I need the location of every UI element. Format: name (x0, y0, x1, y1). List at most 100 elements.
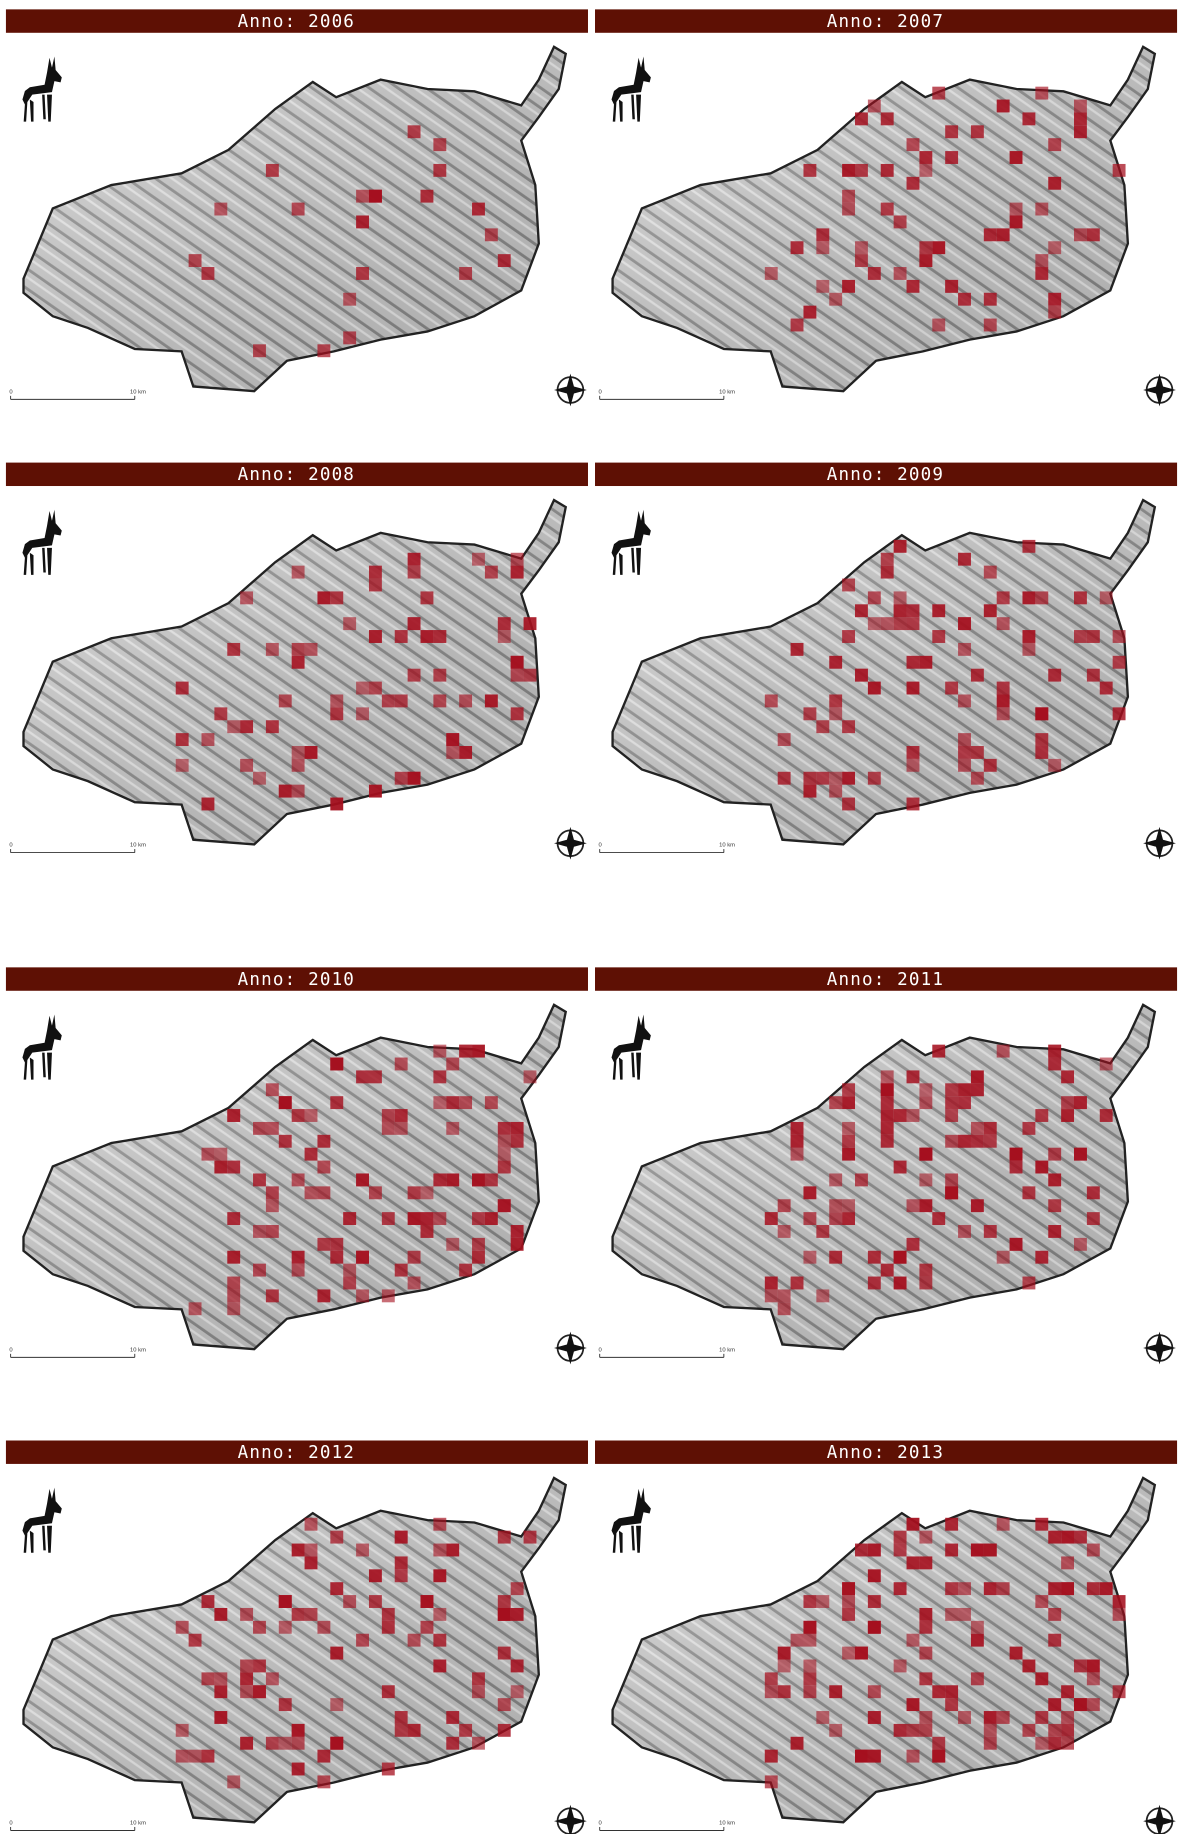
presence-cell (394, 1263, 408, 1277)
deer-icon (22, 1014, 62, 1080)
presence-cell (343, 1276, 357, 1290)
presence-cell (1035, 1711, 1049, 1724)
presence-cell (394, 1711, 408, 1724)
presence-cell (214, 1607, 228, 1621)
title-bar (5, 1440, 588, 1464)
presence-cell (1022, 1723, 1036, 1737)
presence-cell (829, 1723, 843, 1737)
presence-cell (227, 720, 241, 734)
presence-cell (790, 1276, 804, 1290)
panel-title: Anno: 2011 (827, 970, 944, 990)
presence-cell (893, 1659, 907, 1673)
presence-cell (253, 1173, 266, 1187)
presence-cell (777, 1225, 791, 1238)
presence-cell (1048, 1607, 1062, 1621)
presence-cell (497, 1530, 511, 1544)
map-panel: Anno: 2007 0 10 km (595, 9, 1178, 407)
presence-cell (227, 1109, 241, 1122)
presence-cell (816, 1595, 830, 1608)
presence-cell (368, 189, 382, 203)
presence-cell (1048, 1698, 1062, 1712)
presence-cell (1086, 1212, 1100, 1226)
presence-cell (472, 1212, 485, 1226)
presence-cell (510, 565, 524, 579)
presence-cell (459, 1096, 473, 1110)
presence-cell (958, 642, 971, 656)
presence-cell (278, 1134, 292, 1148)
title-bar (5, 9, 588, 33)
presence-cell (945, 1134, 959, 1148)
presence-cell (497, 1147, 511, 1161)
presence-cell (356, 681, 369, 695)
presence-cell (317, 1289, 331, 1303)
presence-cell (945, 1096, 959, 1110)
presence-cell (855, 1646, 868, 1660)
presence-cell (1035, 1160, 1049, 1174)
presence-cell (188, 1302, 202, 1316)
presence-cell (764, 1212, 778, 1226)
presence-cell (855, 163, 868, 177)
presence-cell (1061, 1711, 1075, 1724)
presence-cell (803, 1685, 817, 1699)
presence-cell (484, 1096, 498, 1110)
presence-cell (893, 604, 907, 618)
presence-cell (970, 746, 984, 759)
presence-cell (420, 1225, 434, 1238)
presence-cell (867, 267, 881, 280)
presence-cell (803, 305, 817, 319)
presence-cell (919, 1530, 933, 1544)
presence-cell (356, 267, 369, 280)
presence-cell (1112, 1685, 1126, 1699)
presence-cell (958, 1582, 971, 1596)
presence-cell (304, 746, 318, 759)
presence-cell (1035, 707, 1049, 721)
presence-cell (291, 1736, 305, 1750)
presence-cell (510, 1237, 524, 1251)
presence-cell (253, 1685, 266, 1699)
presence-cell (472, 1736, 485, 1750)
presence-cell (829, 1212, 843, 1226)
presence-cell (317, 1134, 331, 1148)
presence-cell (356, 1070, 369, 1084)
presence-cell (842, 1134, 856, 1148)
presence-cell (1048, 176, 1062, 190)
presence-cell (906, 604, 920, 618)
presence-cell (880, 1070, 894, 1084)
presence-cell (983, 1543, 997, 1557)
presence-cell (433, 668, 447, 682)
presence-cell (291, 784, 305, 798)
presence-cell (803, 1633, 817, 1647)
presence-cell (472, 1173, 485, 1187)
presence-cell (1022, 112, 1036, 126)
presence-cell (790, 241, 804, 255)
presence-cell (368, 578, 382, 592)
region-shade (611, 498, 1157, 846)
presence-cell (1061, 1096, 1075, 1110)
presence-cell (919, 1723, 933, 1737)
deer-icon (22, 509, 62, 575)
presence-cell (1035, 733, 1049, 747)
presence-cell (1035, 1672, 1049, 1686)
scale-start: 0 (9, 1821, 13, 1827)
presence-cell (842, 578, 856, 592)
presence-cell (777, 771, 791, 785)
scale-end: 10 km (719, 1821, 735, 1827)
map-panel: Anno: 2006 0 10 km (5, 9, 588, 407)
presence-cell (945, 151, 959, 164)
presence-cell (175, 1620, 189, 1634)
presence-cell (497, 1646, 511, 1660)
presence-cell (906, 138, 920, 152)
presence-cell (842, 1147, 856, 1161)
presence-cell (381, 1762, 395, 1776)
presence-cell (381, 1607, 395, 1621)
title-bar (595, 1440, 1178, 1464)
presence-cell (265, 1186, 279, 1200)
presence-cell (996, 228, 1010, 242)
presence-cell (1022, 539, 1036, 553)
presence-cell (777, 1685, 791, 1699)
presence-cell (945, 1109, 959, 1122)
presence-cell (842, 771, 856, 785)
presence-cell (803, 1595, 817, 1608)
presence-cell (446, 1736, 460, 1750)
presence-cell (958, 552, 971, 566)
